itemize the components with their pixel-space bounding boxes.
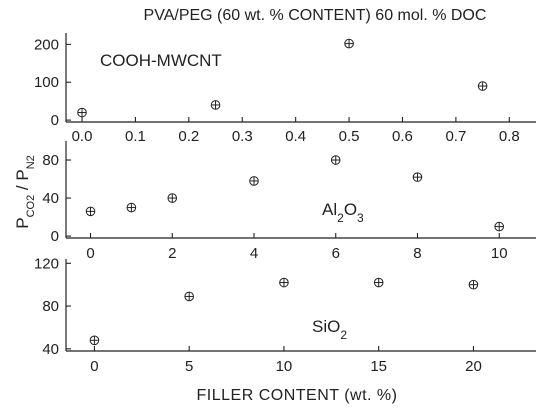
data-point [330, 155, 341, 165]
x-tick-label: 6 [332, 245, 340, 262]
data-point [210, 100, 221, 110]
annotation-base: Al [322, 200, 337, 219]
x-tick-label: 5 [185, 358, 193, 375]
annotation-sub2: 3 [357, 211, 364, 225]
panel-3: 0 5 10 15 20 40 80 120 SiO2 [34, 255, 536, 375]
data-point [126, 202, 137, 213]
data-point [77, 107, 87, 118]
x-tick-label: 2 [168, 245, 176, 262]
data-point [344, 38, 354, 49]
y-axis-label: PCO2 / PN2 [13, 155, 37, 229]
x-tick-label: 0.5 [339, 128, 360, 145]
y-axis-label-sub1: CO2 [25, 195, 37, 218]
x-tick-label: 0 [90, 358, 98, 375]
annotation-base: COOH-MWCNT [100, 51, 222, 70]
y-tick-label: 0 [51, 112, 59, 129]
panel-1: 0.0 0.1 0.2 0.3 0.4 0.5 0.6 0.7 0.8 0 100 200 COOH-M… [34, 33, 536, 145]
data-point [477, 81, 488, 91]
x-axis-label: FILLER CONTENT (wt. %) [197, 387, 398, 404]
data-point [184, 291, 194, 302]
panel-annotation: SiO2 [312, 317, 347, 342]
x-tick-label: 4 [250, 245, 258, 262]
annotation-sub: 2 [340, 328, 347, 342]
x-tick-label: 0.0 [72, 128, 93, 145]
y-tick-label: 40 [42, 190, 59, 207]
y-tick-label: 80 [42, 152, 59, 169]
chart-panels: 0.0 0.1 0.2 0.3 0.4 0.5 0.6 0.7 0.80100200COOH-M… [34, 33, 536, 375]
data-point [89, 335, 100, 346]
annotation-sub: 2 [337, 211, 344, 225]
data-point [279, 277, 289, 288]
data-point [468, 279, 479, 290]
x-tick-label: 0.2 [178, 128, 199, 145]
annotation-base: SiO [312, 317, 340, 336]
data-point [249, 176, 259, 186]
data-point [412, 172, 423, 182]
y-tick-label: 200 [34, 36, 59, 53]
annotation-tail: O [344, 200, 357, 219]
data-point [373, 277, 384, 288]
panel-annotation: Al2O3 [322, 200, 364, 225]
data-point [494, 221, 505, 232]
x-tick-label: 0 [86, 245, 94, 262]
panel-annotation: COOH-MWCNT [100, 51, 222, 70]
x-tick-label: 0.3 [232, 128, 253, 145]
y-tick-label: 0 [51, 228, 59, 245]
x-tick-label: 0.1 [125, 128, 146, 145]
x-tick-label: 20 [465, 358, 482, 375]
y-axis-label-sub2: N2 [25, 155, 37, 169]
x-tick-label: 0.4 [285, 128, 306, 145]
x-tick-label: 0.7 [445, 128, 466, 145]
y-axis-label-main: P [13, 217, 32, 228]
x-tick-label: 8 [413, 245, 421, 262]
y-tick-label: 80 [42, 298, 59, 315]
x-tick-label: 10 [491, 245, 508, 262]
x-tick-label: 0.6 [392, 128, 413, 145]
x-tick-label: 10 [276, 358, 293, 375]
x-tick-label: 15 [370, 358, 387, 375]
y-tick-label: 100 [34, 74, 59, 91]
chart-title: PVA/PEG (60 wt. % CONTENT) 60 mol. % DOC [144, 7, 487, 24]
y-tick-label: 40 [42, 341, 59, 358]
data-point [85, 206, 96, 217]
x-tick-label: 0.8 [499, 128, 520, 145]
y-axis-label-sep: / P [13, 169, 32, 195]
y-tick-label: 120 [34, 255, 59, 272]
data-point [167, 193, 178, 203]
